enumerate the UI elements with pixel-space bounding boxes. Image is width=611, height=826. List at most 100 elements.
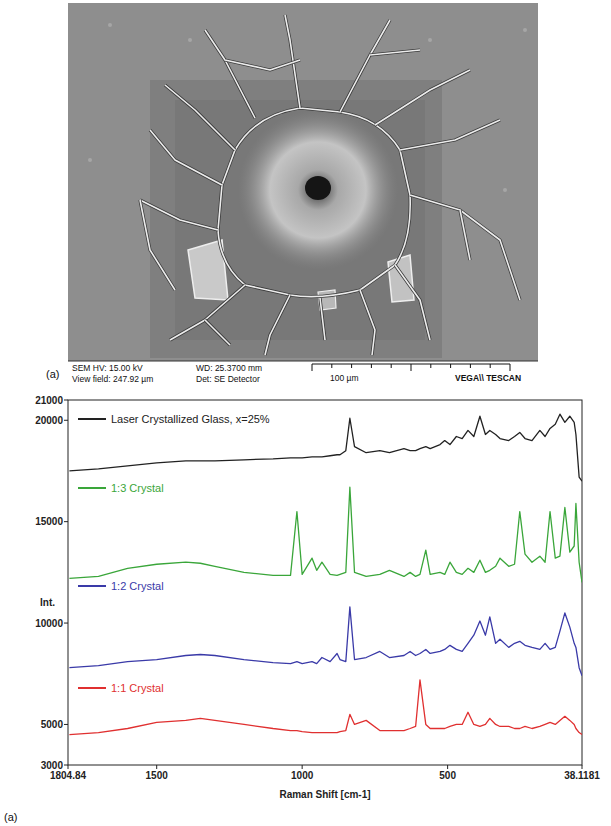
speck — [188, 38, 192, 42]
crack-shadow — [205, 320, 230, 345]
scale-bar-tick — [371, 364, 372, 368]
y-axis-title: Int. — [40, 597, 55, 608]
sem-info: Det: SE Detector — [196, 374, 260, 384]
series-line — [69, 487, 582, 582]
crack — [265, 295, 290, 355]
crack — [395, 265, 430, 340]
crack — [218, 108, 410, 297]
crack-shadow — [320, 298, 325, 340]
y-tick — [64, 765, 68, 766]
sem-scan-area — [150, 80, 442, 358]
legend-label: Laser Crystallized Glass, x=25% — [111, 413, 270, 425]
legend-label: 1:2 Crystal — [111, 580, 164, 592]
crack — [150, 130, 222, 185]
sem-background — [68, 3, 538, 361]
y-tick-label: 20000 — [35, 415, 63, 426]
sem-info: WD: 25.3700 mm — [196, 363, 262, 373]
crack — [320, 298, 325, 340]
scale-bar — [312, 364, 510, 371]
crater — [238, 110, 398, 270]
plot-frame — [68, 400, 582, 765]
legend-swatch — [78, 487, 106, 489]
legend-swatch — [78, 418, 106, 420]
crack — [375, 70, 470, 125]
sem-info: View field: 247.92 µm — [72, 374, 153, 384]
y-tick — [64, 521, 68, 522]
legend-swatch — [78, 687, 106, 689]
crack-shadow — [205, 30, 255, 118]
series-lines — [69, 414, 582, 734]
crater-hole — [305, 176, 331, 200]
scale-bar-tick — [490, 364, 491, 368]
series-labels: Laser Crystallized Glass, x=25% 1:3 Cryst… — [78, 413, 270, 694]
x-tick-label: 38.1181 — [564, 770, 600, 781]
legend-label: 1:3 Crystal — [111, 482, 164, 494]
speck — [108, 23, 112, 27]
crack-shadow — [140, 200, 218, 230]
x-tick-label: 1500 — [146, 770, 169, 781]
crack-shadow — [265, 295, 290, 355]
sem-info: SEM HV: 15.00 kV — [72, 363, 143, 373]
crack-shadow — [218, 108, 410, 297]
crack-shadow — [170, 285, 245, 340]
speck — [523, 28, 527, 32]
speck — [88, 158, 92, 162]
x-axis-title: Raman Shift [cm-1] — [279, 789, 370, 800]
legend-label: 1:1 Crystal — [111, 682, 164, 694]
scale-bar-label: 100 µm — [330, 373, 359, 383]
crack — [410, 195, 520, 300]
crack — [170, 285, 245, 340]
crack — [225, 60, 300, 70]
y-tick — [64, 420, 68, 421]
x-tick-label: 500 — [439, 770, 456, 781]
y-tick-label: 5000 — [41, 719, 64, 730]
crack — [460, 210, 470, 260]
crack — [165, 85, 235, 150]
scale-bar-tick — [450, 364, 451, 368]
speck — [428, 38, 432, 42]
sem-scan-area — [175, 100, 425, 340]
crack — [205, 30, 255, 118]
crack-shadow — [340, 20, 390, 112]
speck — [503, 188, 507, 192]
y-tick — [64, 400, 68, 401]
x-tick — [156, 765, 157, 769]
scale-bar-tick — [470, 364, 471, 368]
sem-image — [68, 3, 538, 361]
x-tick — [302, 765, 303, 769]
crack — [205, 320, 230, 345]
scale-bar-tick — [411, 364, 412, 371]
x-tick — [582, 765, 583, 769]
info-bar — [68, 361, 538, 385]
x-tick — [447, 765, 448, 769]
x-tick-label: 1000 — [291, 770, 314, 781]
figure: SEM HV: 15.00 kV WD: 25.3700 mm View field… — [0, 0, 611, 826]
series-line — [69, 680, 582, 735]
flake — [388, 255, 414, 302]
crack-shadow — [375, 70, 470, 125]
scale-bar-tick — [351, 364, 352, 368]
info-bar-border — [68, 361, 538, 362]
axes: 30005000100001500020000210001804.8415001… — [35, 395, 600, 782]
x-tick — [68, 765, 69, 769]
y-tick — [64, 623, 68, 624]
panel-label: (a) — [46, 368, 59, 380]
x-tick-label: 1804.84 — [50, 770, 87, 781]
scale-bar-tick — [312, 364, 313, 371]
y-tick-label: 10000 — [35, 618, 63, 629]
crack-shadow — [360, 290, 375, 355]
crack-shadow — [150, 130, 222, 185]
crack — [140, 200, 175, 290]
crack-shadow — [140, 200, 175, 290]
scale-bar-tick — [510, 364, 511, 371]
legend-swatch — [78, 585, 106, 587]
crack-shadow — [370, 50, 420, 55]
y-tick-label: 3000 — [41, 760, 64, 771]
scale-bar-tick — [331, 364, 332, 368]
series-line — [69, 607, 582, 676]
y-tick-label: 15000 — [35, 516, 63, 527]
crack — [400, 120, 500, 150]
panel-label: (a) — [4, 811, 17, 823]
y-tick — [64, 724, 68, 725]
crack-shadow — [395, 265, 430, 340]
